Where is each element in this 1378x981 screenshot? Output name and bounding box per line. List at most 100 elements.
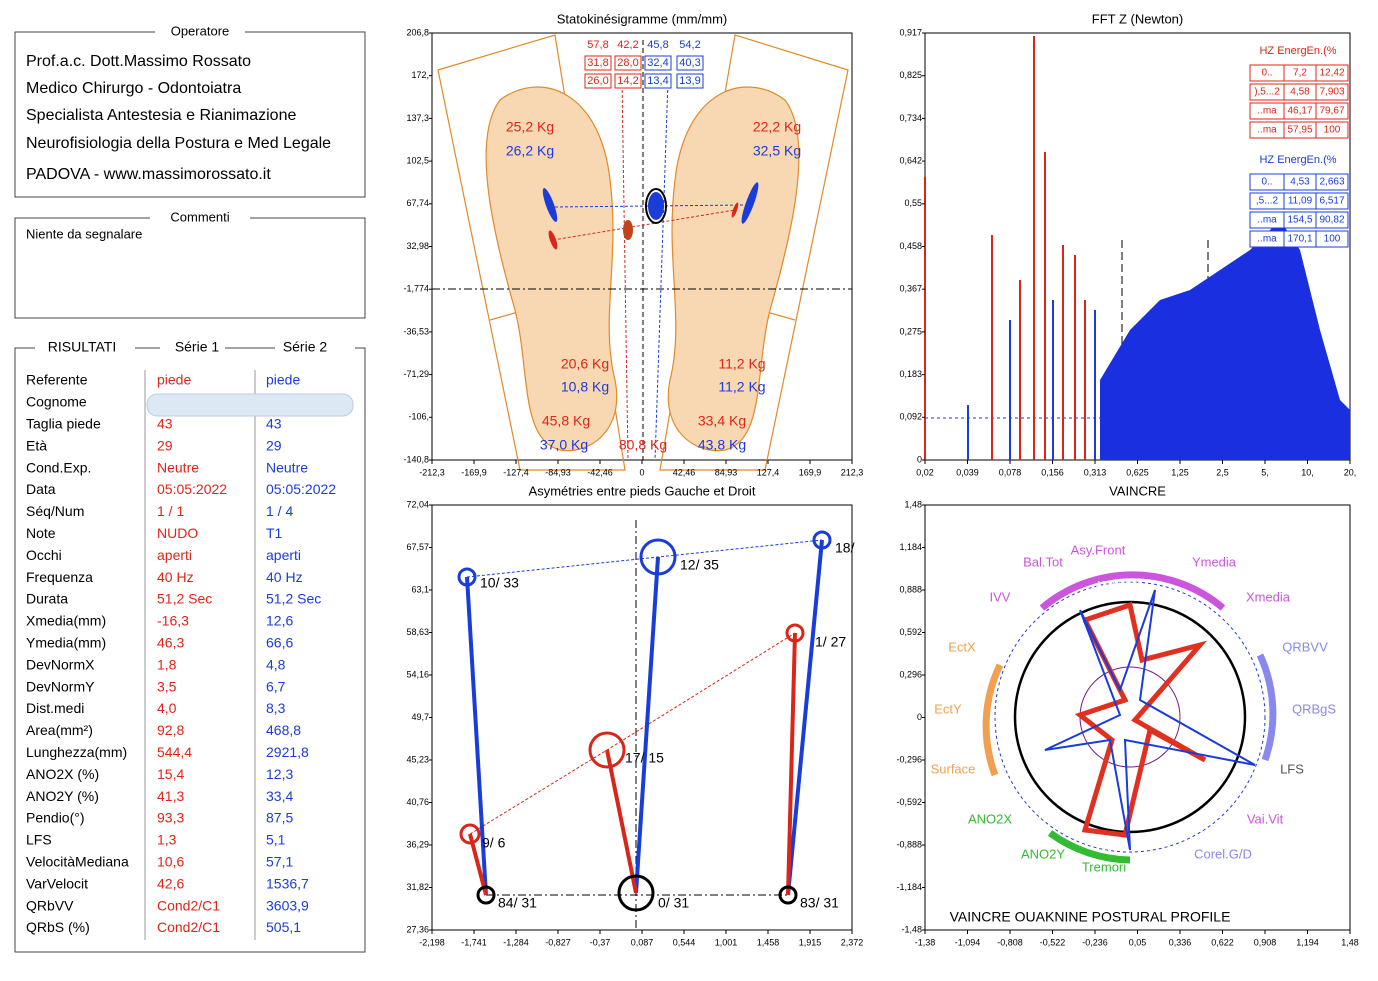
x-tick-label: -0,236 <box>1082 937 1108 947</box>
table-header: HZ EnergEn.(% <box>1259 45 1336 57</box>
table-value: ,5...2 <box>1256 196 1279 207</box>
table-cell <box>1315 64 1349 82</box>
x-tick-label: 1,001 <box>715 937 738 947</box>
serie1-value: 43 <box>157 416 173 432</box>
box-title: Operatore <box>171 23 230 38</box>
operator-line: Specialista Antestesia e Rianimazione <box>26 107 296 124</box>
serie1-value: piede <box>157 372 191 388</box>
grid-value: 54,2 <box>679 39 700 51</box>
cognome-field[interactable] <box>146 393 354 417</box>
y-tick-label: -1,48 <box>901 924 922 934</box>
y-tick-label: -0,296 <box>896 754 922 764</box>
y-tick-label: 0,367 <box>899 284 922 294</box>
y-tick-label: 67,57 <box>406 542 429 552</box>
serie1-value: 92,8 <box>157 722 184 738</box>
row-label: Lunghezza(mm) <box>26 744 127 760</box>
y-tick-label: -71,29 <box>403 369 429 379</box>
y-tick-label: 40,76 <box>406 797 429 807</box>
serie1-value: 93,3 <box>157 810 184 826</box>
x-tick-label: 5, <box>1261 467 1269 477</box>
row-label: Dist.medi <box>26 700 84 716</box>
operator-line: Medico Chirurgo - Odontoiatra <box>26 80 241 97</box>
x-tick-label: -127,4 <box>503 467 529 477</box>
serie1-value: 15,4 <box>157 766 184 782</box>
axis-name: EctX <box>948 639 976 654</box>
box-title: Commenti <box>170 209 229 224</box>
table-cell <box>1315 173 1349 191</box>
grid-cell <box>676 73 704 89</box>
fft-spectrum <box>924 36 1350 460</box>
weight-label: 22,2 Kg <box>753 119 801 135</box>
x-tick-label: -169,9 <box>461 467 487 477</box>
table-value: 100 <box>1324 234 1341 245</box>
table-value: 170,1 <box>1287 234 1312 245</box>
x-tick-label: 84,93 <box>715 467 738 477</box>
row-label: Cognome <box>26 394 87 410</box>
serie2-value: 6,7 <box>266 678 286 694</box>
serie1-value: NUDO <box>157 525 198 541</box>
y-tick-label: -0,888 <box>896 839 922 849</box>
y-tick-label: 63,1 <box>411 584 429 594</box>
y-tick-label: 31,82 <box>406 882 429 892</box>
weight-label: 43,8 Kg <box>698 437 746 453</box>
serie1-value: 544,4 <box>157 744 192 760</box>
chart-footer: VAINCRE OUAKNINE POSTURAL PROFILE <box>950 909 1231 925</box>
grid-value: 32,4 <box>647 57 668 69</box>
x-tick-label: 1,48 <box>1341 937 1359 947</box>
row-label: Età <box>26 437 47 453</box>
x-tick-label: 2,372 <box>841 937 864 947</box>
serie2-value: 12,3 <box>266 766 293 782</box>
table-value: 57,95 <box>1287 125 1312 136</box>
serie1-value: Cond2/C1 <box>157 897 220 913</box>
point-label: 0/ 31 <box>658 895 689 911</box>
serie1-value: 1,3 <box>157 832 177 848</box>
table-cell <box>1315 83 1349 101</box>
grid-value: 13,9 <box>679 75 700 87</box>
row-label: VelocitàMediana <box>26 854 129 870</box>
x-tick-label: -0,522 <box>1040 937 1066 947</box>
asymmetry-lines <box>457 520 832 930</box>
serie1-value: Neutre <box>157 459 199 475</box>
y-tick-label: 0,917 <box>899 27 922 37</box>
axis-name: Xmedia <box>1246 589 1291 604</box>
row-label: Referente <box>26 372 88 388</box>
row-label: Séq/Num <box>26 503 84 519</box>
table-value: ..ma <box>1257 215 1277 226</box>
serie1-value: Cond2/C1 <box>157 919 220 935</box>
grid-value: 14,2 <box>617 75 638 87</box>
row-label: Xmedia(mm) <box>26 613 106 629</box>
weight-label: 80,8 Kg <box>619 437 667 453</box>
serie2-value: T1 <box>266 525 283 541</box>
y-tick-label: 27,36 <box>406 924 429 934</box>
serie2-value: 3603,9 <box>266 897 309 913</box>
serie1-value: 3,5 <box>157 678 177 694</box>
row-label: VarVelocit <box>26 875 88 891</box>
x-tick-label: -0,808 <box>997 937 1023 947</box>
weight-label: 32,5 Kg <box>753 143 801 159</box>
table-value: 0.. <box>1261 68 1272 79</box>
table-value: 90,82 <box>1319 215 1344 226</box>
table-header: HZ EnergEn.(% <box>1259 154 1336 166</box>
y-tick-label: 0,592 <box>899 627 922 637</box>
serie2-value: 505,1 <box>266 919 301 935</box>
operator-line: PADOVA - www.massimorossato.it <box>26 166 271 183</box>
box-title: RISULTATI <box>48 339 116 355</box>
serie2-value: piede <box>266 372 300 388</box>
grid-value: 31,8 <box>587 57 608 69</box>
y-tick-label: -0,592 <box>896 797 922 807</box>
axis-name: Surface <box>931 761 976 776</box>
table-value: 79,67 <box>1319 106 1344 117</box>
table-value: 12,42 <box>1319 68 1344 79</box>
grid-cell <box>614 55 642 71</box>
y-tick-label: 102,5 <box>406 155 429 165</box>
operator-line: Neurofisiologia della Postura e Med Lega… <box>26 135 331 152</box>
chart-title: Statokinésigramme (mm/mm) <box>557 11 727 26</box>
y-tick-label: 1,48 <box>904 499 922 509</box>
y-tick-label: 72,04 <box>406 499 429 509</box>
grid-cell <box>644 55 672 71</box>
row-label: QRbS (%) <box>26 919 90 935</box>
x-tick-label: 0,313 <box>1084 467 1107 477</box>
serie2-value: 12,6 <box>266 613 293 629</box>
grid-value: 42,2 <box>617 39 638 51</box>
